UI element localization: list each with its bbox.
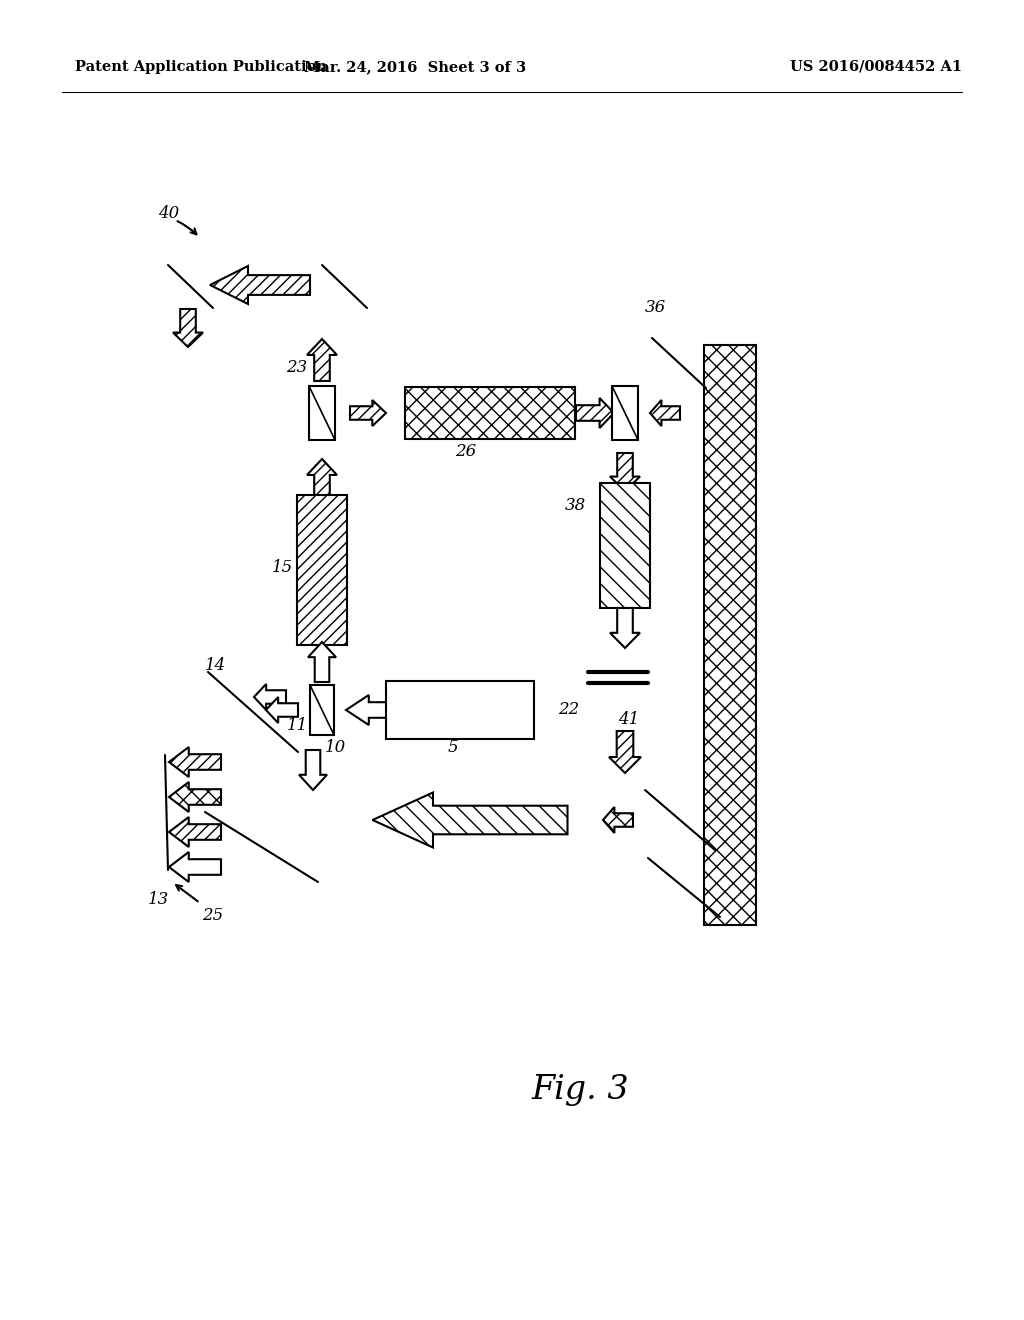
Text: 23: 23 xyxy=(286,359,307,376)
Polygon shape xyxy=(169,851,221,882)
Polygon shape xyxy=(308,642,336,682)
Text: 22: 22 xyxy=(558,701,580,718)
Polygon shape xyxy=(254,684,286,710)
Polygon shape xyxy=(350,400,386,426)
Text: 38: 38 xyxy=(565,496,587,513)
Text: 11: 11 xyxy=(287,717,308,734)
Polygon shape xyxy=(266,697,298,723)
Polygon shape xyxy=(610,453,640,491)
Text: 25: 25 xyxy=(202,907,223,924)
Bar xyxy=(297,495,347,645)
Polygon shape xyxy=(210,267,310,304)
Polygon shape xyxy=(169,781,221,812)
Text: 15: 15 xyxy=(272,560,293,577)
Polygon shape xyxy=(307,339,337,381)
Bar xyxy=(309,385,335,440)
Polygon shape xyxy=(650,400,680,426)
Polygon shape xyxy=(307,459,337,502)
Polygon shape xyxy=(609,731,641,774)
Bar xyxy=(406,387,575,440)
Polygon shape xyxy=(173,309,203,347)
Text: 13: 13 xyxy=(148,891,169,908)
Text: 14: 14 xyxy=(205,656,226,673)
Bar xyxy=(705,345,756,925)
Text: US 2016/0084452 A1: US 2016/0084452 A1 xyxy=(790,59,963,74)
Polygon shape xyxy=(169,747,221,777)
Bar xyxy=(386,681,534,739)
Text: Patent Application Publication: Patent Application Publication xyxy=(75,59,327,74)
Polygon shape xyxy=(373,792,567,847)
Polygon shape xyxy=(603,807,633,833)
Text: Fig. 3: Fig. 3 xyxy=(531,1074,629,1106)
Text: 10: 10 xyxy=(325,739,346,756)
Text: 36: 36 xyxy=(645,300,667,317)
Bar xyxy=(612,385,638,440)
Text: 41: 41 xyxy=(618,711,639,729)
Polygon shape xyxy=(299,750,327,789)
Text: 5: 5 xyxy=(449,739,459,756)
Polygon shape xyxy=(575,399,614,428)
Bar xyxy=(310,685,334,735)
Polygon shape xyxy=(169,817,221,847)
Polygon shape xyxy=(346,696,406,725)
Text: 40: 40 xyxy=(158,205,179,222)
Text: 26: 26 xyxy=(455,444,476,461)
Text: Mar. 24, 2016  Sheet 3 of 3: Mar. 24, 2016 Sheet 3 of 3 xyxy=(304,59,526,74)
Polygon shape xyxy=(610,609,640,648)
Bar xyxy=(600,483,650,607)
